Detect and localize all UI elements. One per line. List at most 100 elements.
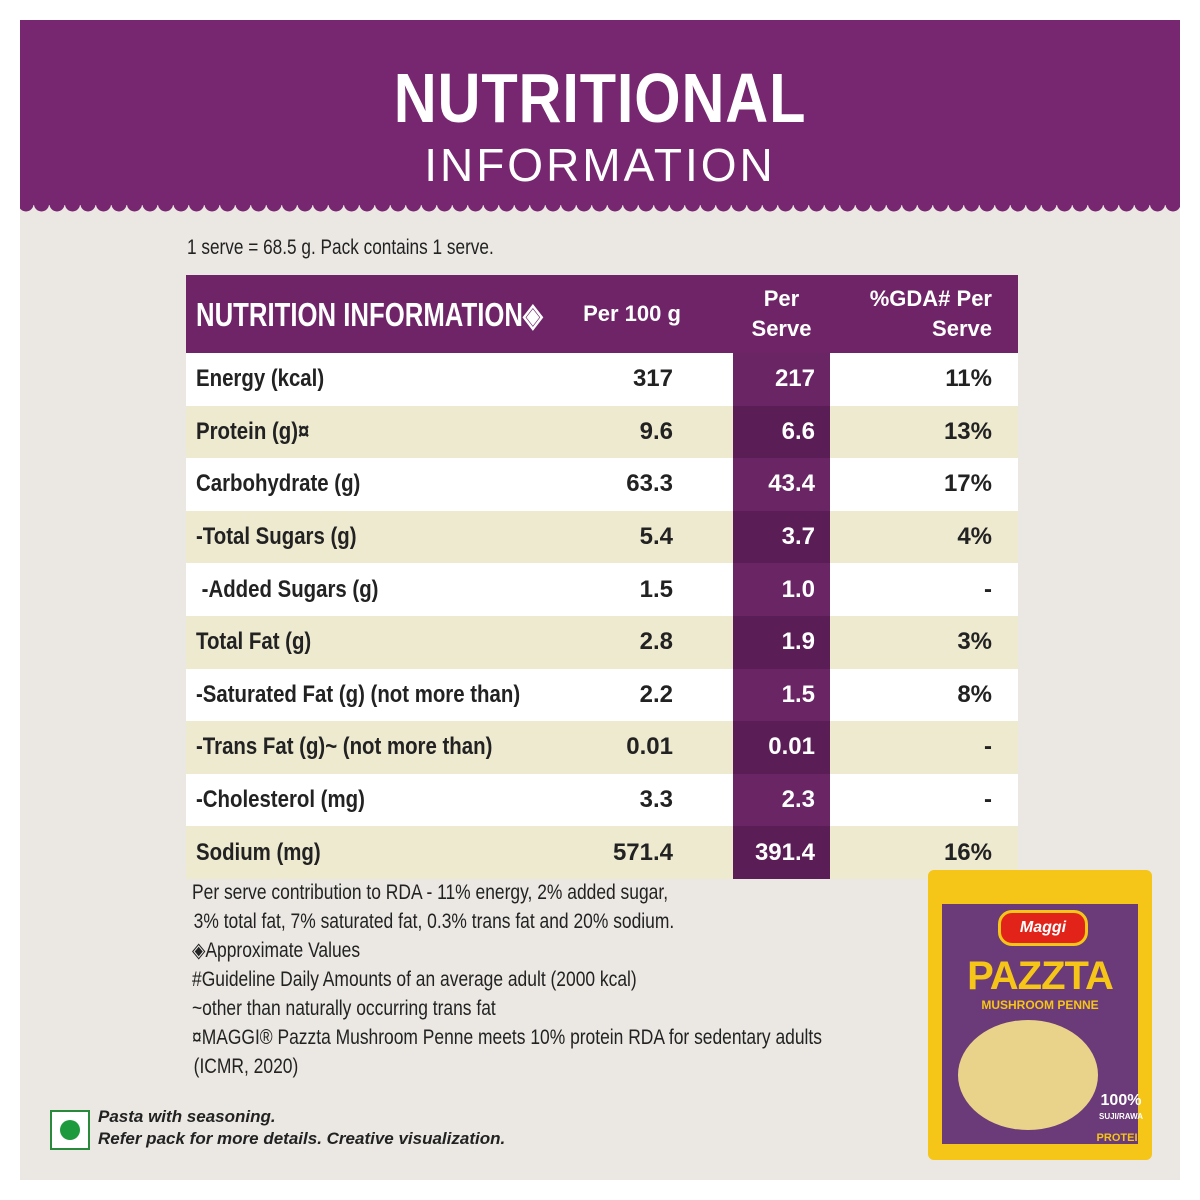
- scallop: [437, 203, 452, 212]
- scallop: [514, 203, 530, 212]
- scallop: [1150, 203, 1165, 212]
- pack-badge: 100%: [1100, 1092, 1142, 1109]
- scallop: [406, 203, 421, 212]
- subtitle: INFORMATION: [424, 139, 776, 191]
- table-cell: -Saturated Fat (g) (not more than): [196, 680, 521, 708]
- table-cell: -Cholesterol (mg): [196, 786, 365, 814]
- table-row: Energy (kcal) 317 217 11%: [186, 353, 1018, 406]
- footnote: 3% total fat, 7% saturated fat, 0.3% tra…: [193, 910, 675, 933]
- footnote: ◈Approximate Values: [192, 939, 361, 962]
- table-cell: 16%: [943, 838, 992, 866]
- table-cell: 17%: [943, 470, 992, 498]
- scallop: [34, 203, 49, 212]
- scallop: [530, 203, 545, 212]
- scallop: [545, 203, 561, 212]
- table-cell: 63.3: [626, 470, 673, 498]
- table-header: NUTRITION INFORMATION◈ Per 100 g Per Serve…: [186, 275, 1018, 353]
- table-cell: 3.3: [639, 786, 673, 814]
- scallop: [700, 203, 716, 212]
- per-serve-bg: [733, 458, 830, 511]
- footer: Pasta with seasoning. Refer pack for mor…: [98, 1106, 505, 1150]
- scallop: [964, 203, 979, 212]
- scallop: [824, 203, 840, 212]
- table-cell: 2.2: [639, 680, 673, 708]
- scallop: [111, 203, 127, 212]
- table-cell: 4%: [957, 523, 992, 551]
- scallop: [654, 203, 669, 212]
- table-cell: 5.4: [639, 523, 673, 551]
- footnote: ~other than naturally occurring trans fa…: [192, 997, 496, 1020]
- scallop: [49, 203, 65, 212]
- table-cell: Energy (kcal): [196, 365, 325, 393]
- scallop: [623, 203, 638, 212]
- scallop: [747, 203, 762, 212]
- scallop: [1165, 203, 1180, 212]
- per-serve-bg: [733, 353, 830, 406]
- pack-name: PAZZTA: [967, 954, 1114, 998]
- table-row: -Total Sugars (g) 5.4 3.7 4%: [186, 510, 1018, 564]
- scallop: [80, 203, 96, 212]
- table-cell: Carbohydrate (g): [196, 470, 361, 498]
- scallop: [1134, 203, 1150, 212]
- table-cell: -Trans Fat (g)~ (not more than): [196, 733, 493, 761]
- table-cell: 43.4: [768, 470, 815, 498]
- table-row: -Added Sugars (g) 1.5 1.0 -: [186, 563, 1018, 616]
- table-cell: 9.6: [639, 417, 673, 445]
- scallop: [142, 203, 158, 212]
- scallop: [669, 203, 685, 212]
- veg-mark: [50, 1110, 90, 1150]
- title: NUTRITIONAL: [393, 59, 807, 137]
- table-row: Protein (g)¤ 9.6 6.6 13%: [186, 405, 1018, 459]
- table-cell: 8%: [957, 680, 992, 708]
- per-serve-bg: [733, 615, 830, 669]
- scallop: [592, 203, 607, 212]
- table-cell: Total Fat (g): [196, 628, 312, 656]
- table-row: Carbohydrate (g) 63.3 43.4 17%: [186, 458, 1018, 511]
- veg-dot: [60, 1120, 80, 1140]
- column-header: %GDA# Per Serve: [869, 286, 992, 341]
- scallop: [778, 203, 793, 212]
- table-cell: -: [984, 786, 992, 814]
- scallop: [685, 203, 700, 212]
- column-header: NUTRITION INFORMATION◈: [196, 295, 543, 333]
- table-cell: 1.9: [781, 628, 815, 656]
- scallop: [158, 203, 173, 212]
- scallop: [266, 203, 282, 212]
- scallop: [375, 203, 390, 212]
- table-cell: -: [984, 575, 992, 603]
- pack-variant: MUSHROOM PENNE: [981, 998, 1099, 1012]
- table-row: Sodium (mg) 571.4 391.4 16%: [186, 826, 1018, 879]
- per-serve-bg: [733, 510, 830, 564]
- scallop: [607, 203, 623, 212]
- scallop: [948, 203, 964, 212]
- table-cell: 13%: [943, 417, 992, 445]
- scallop: [979, 203, 995, 212]
- table-cell: 2.3: [781, 786, 815, 814]
- table-cell: 317: [632, 365, 673, 393]
- table-cell: Sodium (mg): [196, 838, 321, 866]
- table-cell: 571.4: [612, 838, 673, 866]
- per-serve-bg: [733, 721, 830, 774]
- scallop: [793, 203, 809, 212]
- table-cell: 1.5: [781, 680, 815, 708]
- table-cell: -Added Sugars (g): [196, 575, 379, 603]
- product-pack: Maggi PAZZTA MUSHROOM PENNE 100% SUJI/RA…: [928, 870, 1152, 1160]
- footnote: ¤MAGGI® Pazzta Mushroom Penne meets 10% …: [192, 1026, 822, 1049]
- scallop: [917, 203, 933, 212]
- scallop: [65, 203, 80, 212]
- pack-pasta: [958, 1020, 1098, 1130]
- table-cell: Protein (g)¤: [196, 417, 310, 445]
- table-cell: 391.4: [754, 838, 815, 866]
- scallop: [902, 203, 917, 212]
- scallop: [20, 203, 34, 212]
- scallop: [390, 203, 406, 212]
- table-row: -Saturated Fat (g) (not more than) 2.2 1.5…: [186, 668, 1018, 722]
- table-cell: 3.7: [781, 523, 815, 551]
- per-serve-bg: [733, 668, 830, 722]
- label-card: NUTRITIONAL INFORMATION 1 serve = 68.5 g…: [20, 20, 1180, 1180]
- table-cell: -Total Sugars (g): [196, 523, 357, 551]
- scallop: [576, 203, 592, 212]
- scallop: [762, 203, 778, 212]
